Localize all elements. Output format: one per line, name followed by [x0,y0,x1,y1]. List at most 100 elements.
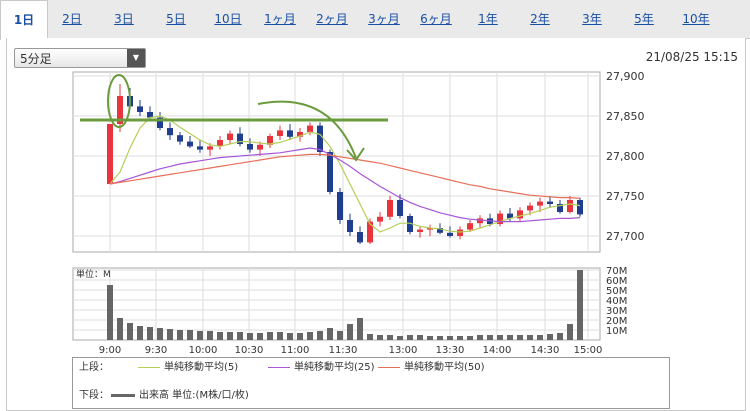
candle-body [427,228,433,230]
volume-bar [207,331,213,340]
volume-bar [367,334,373,340]
candle-body [387,200,393,217]
volume-bar [267,332,273,340]
volume-bar [517,335,523,340]
price-plot-area [72,71,601,253]
volume-bar [297,333,303,340]
candle-body [147,112,153,118]
volume-bar [457,336,463,340]
volume-bar [177,330,183,340]
volume-bar [497,335,503,340]
legend-ma50: 単純移動平均(50) [378,360,485,376]
volume-bar [577,270,583,340]
volume-tick-label: 50M [606,286,627,297]
chevron-down-icon[interactable]: ▼ [127,49,145,67]
candle-body [117,96,123,124]
candle-body [227,133,233,140]
volume-tick-label: 40M [606,296,627,307]
candle-body [557,204,563,212]
tab-10[interactable]: 1年 [478,12,498,26]
candle-body [157,117,163,128]
price-tick-label: 27,800 [606,150,645,163]
volume-bar [247,333,253,340]
interval-select[interactable]: 5分足 ▼ [14,48,146,68]
candle-body [417,229,423,232]
candle-body [237,133,243,144]
candle-body [447,232,453,236]
x-tick-label: 13:00 [389,345,418,356]
tab-14[interactable]: 10年 [682,12,710,26]
candle-body [207,146,213,150]
tab-3[interactable]: 3日 [114,12,134,26]
candle-body [497,213,503,224]
volume-bar [327,328,333,340]
legend-ma25: 単純移動平均(25) [268,360,375,376]
x-tick-label: 10:00 [189,345,218,356]
tab-13[interactable]: 5年 [634,12,654,26]
tab-8[interactable]: 3ヶ月 [368,12,400,26]
candle-body [567,200,573,212]
ma25-line [109,147,581,223]
candle-body [287,130,293,137]
annotation-circle [107,74,131,128]
candle-body [357,232,363,243]
chart-legend: 上段： 単純移動平均(5) 単純移動平均(25) 単純移動平均(50) 下段： … [72,357,670,409]
tab-11[interactable]: 2年 [530,12,550,26]
volume-bar [357,318,363,340]
x-tick-label: 9:00 [99,345,121,356]
volume-bar [567,324,573,340]
tab-5[interactable]: 10日 [214,12,242,26]
candle-body [247,144,253,150]
tab-7[interactable]: 2ヶ月 [316,12,348,26]
candle-body [347,220,353,232]
candle-body [457,229,463,236]
tab-2[interactable]: 2日 [62,12,82,26]
tab-12[interactable]: 3年 [582,12,602,26]
x-tick-label: 13:30 [436,345,465,356]
volume-bar [477,335,483,340]
volume-unit-label: 単位：M [76,268,111,280]
legend-volume: 出来高 単位:(M株/口/枚) [111,388,249,404]
tab-1[interactable]: 1日 [0,0,48,40]
candle-body [407,216,413,232]
candle-body [277,130,283,136]
x-tick-label: 9:30 [145,345,167,356]
volume-bar [167,329,173,340]
volume-bar [117,318,123,340]
tab-4[interactable]: 5日 [166,12,186,26]
volume-bar [347,324,353,340]
candle-body [377,216,383,222]
volume-tick-label: 20M [606,316,627,327]
x-tick-label: 10:30 [235,345,264,356]
legend-volume-label: 出来高 単位:(M株/口/枚) [139,390,249,401]
candle-body [267,136,273,145]
candle-body [177,135,183,142]
volume-bar [237,332,243,340]
volume-bar [487,335,493,340]
x-tick-label: 14:00 [483,345,512,356]
volume-bar [527,335,533,340]
volume-bar [427,336,433,340]
legend-ma25-label: 単純移動平均(25) [294,362,375,373]
volume-bar [147,327,153,340]
legend-ma5-label: 単純移動平均(5) [164,362,239,373]
tab-9[interactable]: 6ヶ月 [420,12,452,26]
volume-bar [317,331,323,340]
candle-body [537,201,543,206]
legend-lower-label: 下段： [79,390,109,401]
candle-body [327,152,333,192]
candle-body [217,140,223,147]
volume-tick-label: 30M [606,306,627,317]
x-tick-label: 11:30 [329,345,358,356]
ma25-swatch [268,366,290,368]
volume-bar [217,332,223,340]
candle-body [577,200,583,215]
volume-bar [137,326,143,340]
ma50-line [109,153,581,199]
tab-6[interactable]: 1ヶ月 [264,12,296,26]
candle-body [517,210,523,219]
volume-bar [257,333,263,340]
volume-bar [417,335,423,340]
candle-body [137,106,143,112]
legend-ma5: 単純移動平均(5) [138,360,238,376]
